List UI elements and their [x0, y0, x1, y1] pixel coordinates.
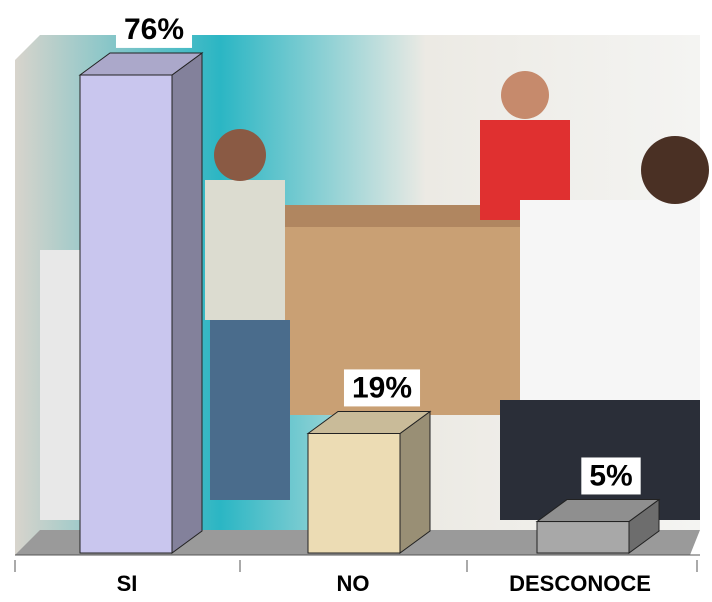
bar-side [172, 53, 202, 553]
bar-3d [308, 412, 430, 554]
x-tick-label: NO [337, 571, 370, 596]
bar [80, 75, 172, 553]
chart: SI 76% NO 19% DESCONOCE 5% [0, 0, 712, 602]
bar-side [400, 412, 430, 554]
x-tick-label: DESCONOCE [509, 571, 651, 596]
bar-3d [537, 500, 659, 553]
bar [308, 434, 400, 554]
value-label: 5% [589, 459, 632, 492]
bar [537, 522, 629, 553]
value-label: 76% [124, 13, 184, 46]
bar-3d [80, 53, 202, 553]
value-label: 19% [352, 371, 412, 404]
x-tick-label: SI [117, 571, 138, 596]
